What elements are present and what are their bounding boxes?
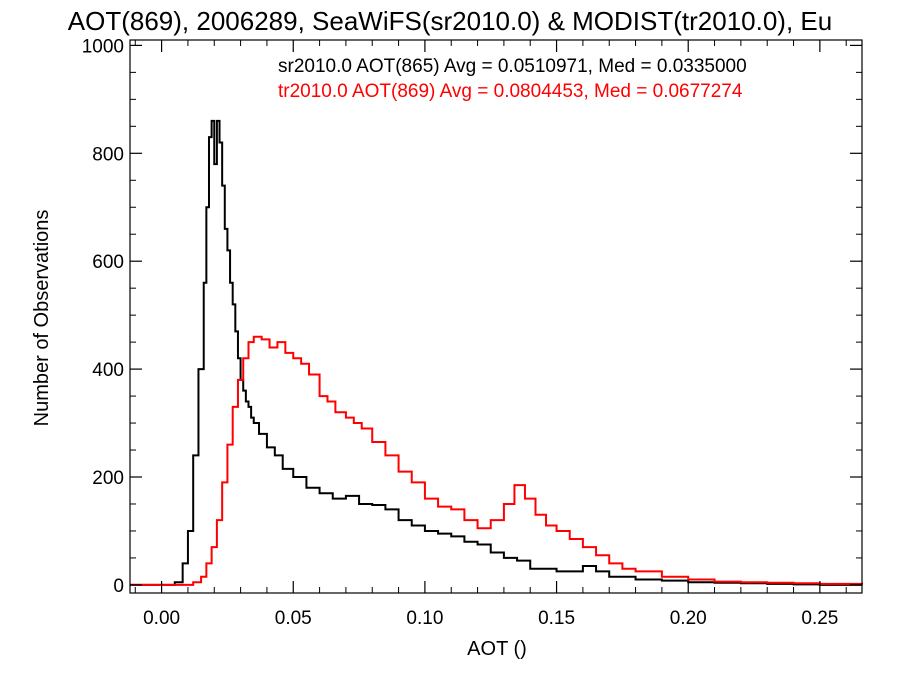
y-tick-label: 400 — [92, 360, 124, 381]
x-tick-label: 0.15 — [538, 608, 575, 629]
series-line-sr2010.0 — [130, 119, 862, 586]
chart-title: AOT(869), 2006289, SeaWiFS(sr2010.0) & M… — [68, 6, 832, 36]
series-line-tr2010.0 — [130, 335, 863, 586]
y-tick-label: 800 — [92, 144, 124, 165]
plot-background — [130, 40, 862, 593]
plot-frame — [129, 39, 863, 594]
x-axis-label: AOT () — [467, 638, 527, 660]
y-tick-label: 0 — [113, 576, 124, 597]
y-tick-label: 200 — [92, 468, 124, 489]
x-tick-label: 0.25 — [801, 608, 838, 629]
legend-stats-sr: sr2010.0 AOT(865) Avg = 0.0510971, Med =… — [278, 56, 747, 77]
x-tick-label: 0.05 — [275, 608, 312, 629]
x-tick-label: 0.00 — [143, 608, 180, 629]
y-tick-label: 600 — [92, 252, 124, 273]
y-tick-label: 1000 — [82, 36, 124, 57]
y-axis-label: Number of Observations — [31, 210, 53, 427]
legend-stats-tr: tr2010.0 AOT(869) Avg = 0.0804453, Med =… — [278, 81, 743, 102]
series-layer — [130, 119, 863, 586]
x-tick-label: 0.20 — [670, 608, 707, 629]
x-tick-label: 0.10 — [406, 608, 443, 629]
axis-layer: 0.00 0.05 0.10 0.15 0.20 0.25 0 200 400 600 800 100… — [82, 36, 862, 629]
